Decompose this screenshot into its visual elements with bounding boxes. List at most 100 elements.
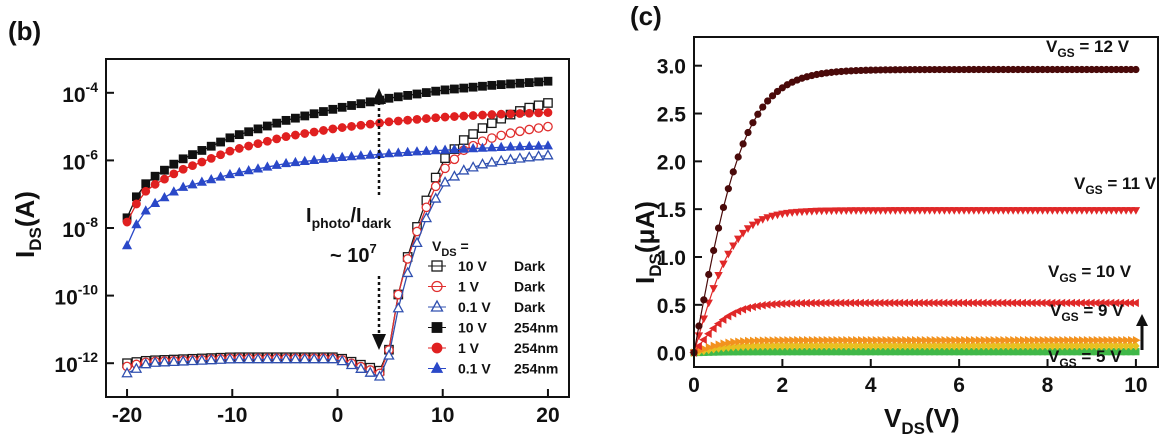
left-data-point [421,88,431,97]
left-data-point [291,130,300,140]
right-x-tick-label: 6 [953,374,965,397]
right-data-point [940,207,949,215]
right-data-point [729,242,738,251]
legend-value: 10 V [458,320,487,336]
left-data-point [186,354,199,366]
right-data-point [842,341,850,351]
left-data-point [440,163,450,174]
left-y-tick-label: 10-4 [62,79,98,107]
left-data-point [130,362,143,373]
right-data-point [812,207,821,216]
left-data-point [205,353,217,365]
right-data-point [1043,207,1052,215]
right-data-point [853,336,861,345]
right-data-point [906,341,914,351]
left-data-point [524,124,535,135]
right-data-point [749,119,757,127]
right-data-point [797,208,807,217]
left-data-point [253,139,263,149]
right-data-point [763,214,772,222]
left-data-point [506,109,515,119]
left-y-tick-label: 10-6 [62,146,98,174]
left-data-point [178,164,188,174]
right-data-point [867,341,875,351]
right-data-point [764,97,772,105]
right-data-point [759,103,767,111]
legend-value: 1 V [458,340,480,356]
legend-condition: Dark [514,299,545,315]
right-y-tick-label: 1.0 [657,247,686,270]
left-data-point [317,352,330,364]
right-data-point [699,335,707,344]
left-data-point [196,354,208,365]
right-data-point [768,212,777,221]
right-data-point [773,87,782,96]
right-data-point [931,336,940,345]
left-x-tick-label: 0 [332,404,344,427]
right-data-point [1018,207,1028,215]
left-data-point [384,117,394,127]
right-y-tick-label: 2.0 [657,151,686,174]
right-data-point [886,341,895,351]
left-data-point [458,164,470,175]
right-data-point [705,343,714,352]
right-data-point [1063,341,1071,351]
left-data-point [449,144,460,154]
left-data-point [309,127,319,137]
left-data-point [242,352,255,364]
right-axis-ticks: 0 2 4 6 8 10 0.0 0.5 1.0 1.5 2.0 2.5 3.0 [657,56,1148,397]
left-data-point [309,154,320,164]
right-data-point [1083,341,1091,351]
right-data-point [763,341,772,351]
right-data-point [710,341,719,350]
right-y-tick-label: 0.5 [657,295,687,318]
left-data-point [364,366,376,377]
right-data-point [1087,341,1096,351]
right-data-point [754,110,762,118]
right-data-point [758,216,767,224]
left-data-point [319,126,328,135]
left-data-point [262,136,272,146]
left-data-point [140,357,152,369]
right-data-point [827,207,836,216]
left-data-point [225,133,235,143]
left-panel: (b) IDS(A) -20 -10 0 10 20 10-12 10-10 10-8 10-6… [8,16,570,427]
right-data-point [718,315,727,324]
right-data-point [734,153,742,161]
left-data-point [411,146,423,156]
left-data-point [281,115,291,125]
left-data-point [150,179,160,189]
left-series-2 [121,149,554,381]
right-data-point [1013,207,1023,215]
left-data-point [355,150,366,160]
right-data-point [900,207,910,215]
left-data-point [514,152,526,163]
right-data-point [1069,336,1077,345]
left-data-point [533,100,544,111]
left-data-point [347,122,356,131]
right-data-point [892,336,900,345]
left-series-line [126,145,548,246]
legend-condition: 254nm [514,361,558,377]
right-data-point [749,336,758,345]
left-data-point [177,355,189,366]
right-data-point [871,207,880,215]
right-data-point [911,341,919,351]
left-data-point [402,146,413,157]
left-x-tick-label: -20 [112,404,142,427]
left-data-point [272,118,282,128]
left-data-point [300,129,310,138]
left-data-point [449,154,460,165]
left-data-point [440,153,450,163]
left-data-point [496,109,506,119]
left-panel-label: (b) [8,16,41,46]
right-data-point [897,336,905,345]
right-data-point [1053,207,1062,215]
left-data-point [336,354,348,366]
right-data-point [778,341,787,351]
right-x-axis-title: VDS(V) [884,403,960,438]
right-data-point [822,207,831,216]
legend-condition: Dark [514,258,545,274]
right-x-tick-label: 10 [1124,374,1147,397]
left-data-point [429,192,442,203]
